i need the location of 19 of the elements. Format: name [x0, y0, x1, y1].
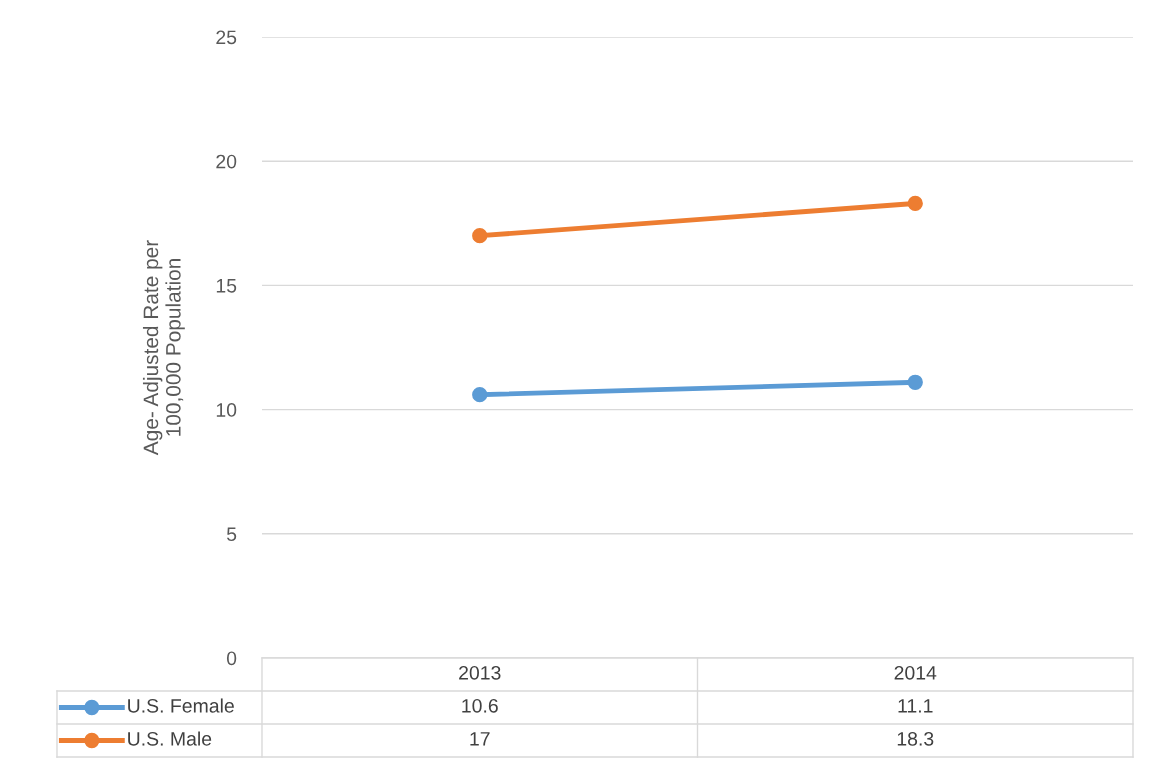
y-tick-label: 0	[226, 651, 237, 666]
y-axis-title: Age- Adjusted Rate per 100,000 Population	[142, 240, 185, 456]
data-label: 10.6	[462, 698, 498, 713]
point	[907, 195, 923, 212]
legend-label: U.S. Male	[128, 731, 212, 746]
data-label: 11.1	[898, 699, 933, 713]
x-tick-label: 2014	[894, 665, 937, 680]
data-label: 17	[470, 732, 490, 746]
y-tick-label: 25	[216, 30, 237, 45]
y-tick-label: 5	[226, 527, 237, 542]
point	[907, 374, 923, 390]
y-tick-label: 20	[216, 154, 237, 169]
data-label: 18.3	[897, 731, 934, 746]
point	[472, 228, 488, 244]
y-tick-label: 15	[216, 279, 237, 293]
y-tick-label: 10	[216, 403, 237, 417]
legend-label: U.S. Female	[128, 698, 234, 713]
point	[472, 387, 488, 403]
x-tick-label: 2013	[459, 665, 501, 680]
